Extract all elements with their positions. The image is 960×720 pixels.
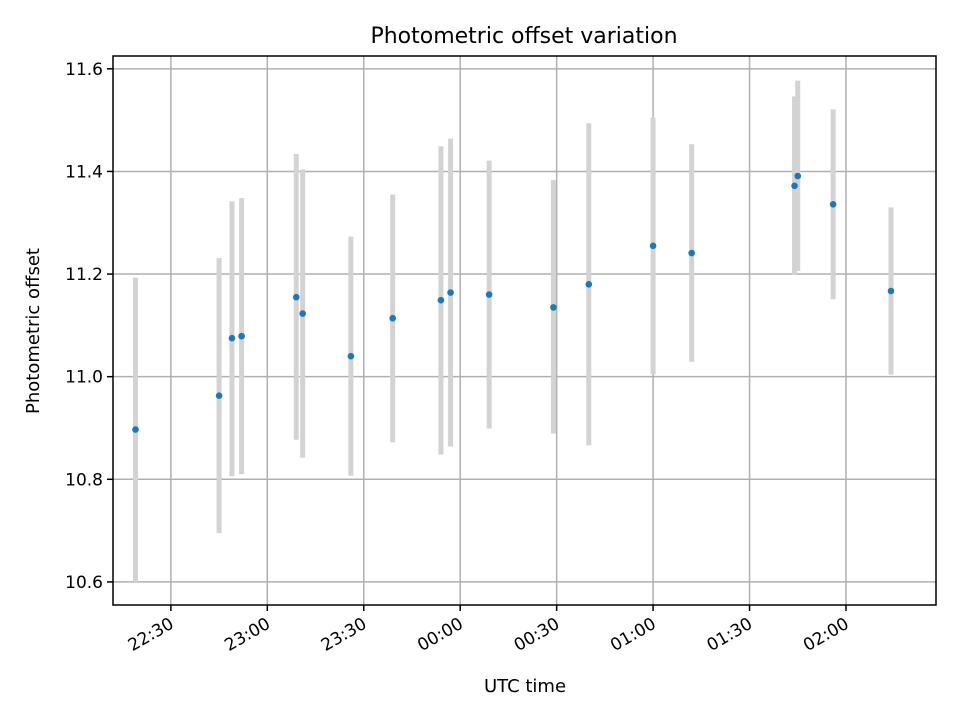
- error-bars: [133, 80, 894, 582]
- x-tick-label: 00:30: [511, 614, 563, 656]
- data-points: [132, 172, 895, 433]
- data-point: [299, 310, 306, 317]
- x-tick-label: 23:30: [318, 614, 370, 656]
- y-tick-label: 10.6: [65, 573, 103, 593]
- x-tick-label: 23:00: [221, 614, 273, 656]
- data-point: [688, 249, 695, 257]
- data-point: [132, 426, 139, 433]
- y-tick-label: 11.6: [65, 60, 103, 80]
- data-point: [292, 293, 300, 301]
- y-tick-label: 11.2: [65, 265, 103, 285]
- data-point: [829, 200, 837, 208]
- data-point: [585, 281, 593, 288]
- data-point: [550, 304, 557, 311]
- data-point: [887, 287, 895, 295]
- x-tick-label: 22:30: [125, 614, 177, 656]
- data-point: [791, 182, 798, 190]
- y-axis-ticks: 10.6 10.8 11.0 11.2 11.4 11.6: [65, 60, 113, 593]
- y-tick-label: 11.0: [65, 368, 103, 388]
- x-tick-label: 01:00: [607, 614, 659, 656]
- data-point: [437, 296, 445, 304]
- x-tick-label: 00:00: [414, 614, 466, 656]
- y-axis-label: Photometric offset: [23, 248, 44, 414]
- data-point: [215, 392, 223, 399]
- data-point: [228, 334, 236, 342]
- y-tick-label: 11.4: [65, 162, 103, 182]
- x-tick-label: 02:00: [800, 614, 852, 656]
- chart-title: Photometric offset variation: [370, 24, 677, 49]
- plot-frame: [112, 55, 937, 606]
- data-point: [447, 289, 454, 296]
- grid-lines: [113, 56, 936, 605]
- data-point: [389, 314, 396, 322]
- data-point: [347, 352, 355, 360]
- data-point: [238, 332, 245, 340]
- data-point: [794, 172, 802, 180]
- x-tick-label: 01:30: [704, 614, 756, 656]
- data-point: [485, 291, 493, 298]
- data-point: [649, 242, 657, 250]
- y-tick-label: 10.8: [65, 470, 103, 490]
- x-axis-ticks: 22:30 23:00 23:30 00:00 00:30 01:00 01:30 02:00: [125, 605, 852, 656]
- x-axis-label: UTC time: [484, 676, 566, 697]
